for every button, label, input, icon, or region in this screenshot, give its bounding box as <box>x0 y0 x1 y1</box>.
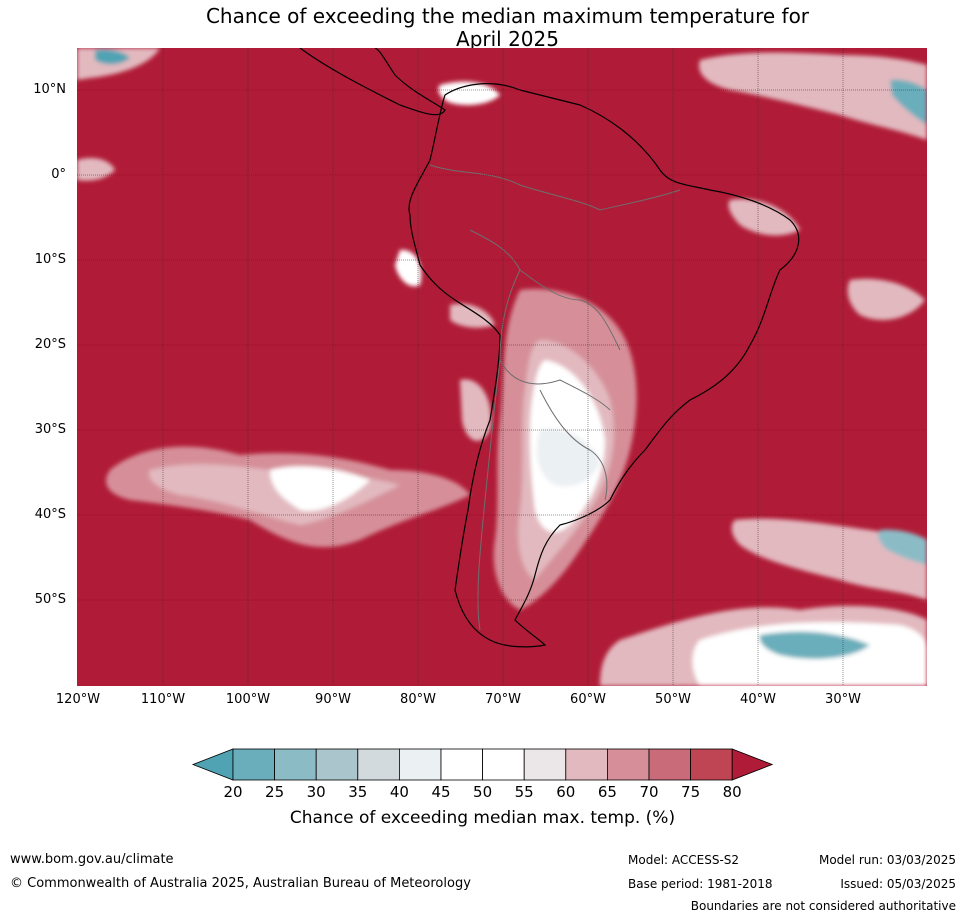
colorbar-bin <box>648 748 691 781</box>
colorbar-tick-label: 20 <box>223 783 243 801</box>
lon-label-60w: 60°W <box>570 692 606 707</box>
colorbar-tick-label: 70 <box>639 783 659 801</box>
central-america-coast <box>299 48 446 116</box>
lat-label-30s: 30°S <box>34 422 66 437</box>
lat-label-20s: 20°S <box>34 337 66 352</box>
colorbar-bin <box>565 748 608 781</box>
colorbar-bin <box>607 748 650 781</box>
footer-base-period: Base period: 1981-2018 <box>628 877 773 891</box>
lat-label-50s: 50°S <box>34 592 66 607</box>
probability-patches <box>77 48 927 686</box>
colorbar-bin <box>482 748 525 781</box>
lon-label-110w: 110°W <box>140 692 186 707</box>
patch-north-atlantic <box>699 52 927 140</box>
patch-east-atlantic <box>731 518 927 600</box>
lon-label-40w: 40°W <box>740 692 776 707</box>
footer-issued: Issued: 05/03/2025 <box>840 877 956 891</box>
footer-copyright: © Commonwealth of Australia 2025, Austra… <box>10 876 471 891</box>
coastlines <box>299 48 800 648</box>
colorbar-tick-label: 45 <box>431 783 451 801</box>
colorbar-tick-label: 35 <box>348 783 368 801</box>
lon-label-80w: 80°W <box>400 692 436 707</box>
footer-disclaimer: Boundaries are not considered authoritat… <box>690 899 956 913</box>
colorbar-bin <box>315 748 359 781</box>
lon-label-120w: 120°W <box>55 692 101 707</box>
colorbar-bin <box>357 748 400 781</box>
lon-label-70w: 70°W <box>485 692 521 707</box>
footer-model-run: Model run: 03/03/2025 <box>818 853 956 867</box>
footer-model: Model: ACCESS-S2 <box>628 853 740 867</box>
map-title-line2: April 2025 <box>456 27 559 51</box>
colorbar <box>191 748 774 781</box>
colorbar-tick-label: 80 <box>722 783 742 801</box>
colorbar-bin <box>232 748 275 781</box>
south-america-coast <box>408 83 800 648</box>
colorbar-bin <box>274 748 317 781</box>
country-borders <box>429 164 681 631</box>
lon-label-30w: 30°W <box>825 692 861 707</box>
colorbar-bin <box>523 748 567 781</box>
colorbar-tick-label: 40 <box>389 783 409 801</box>
colorbar-bin <box>690 748 733 781</box>
colorbar-extend-high <box>731 748 774 781</box>
colorbar-extend-low <box>191 748 234 781</box>
lon-label-50w: 50°W <box>655 692 691 707</box>
colorbar-tick-label: 25 <box>265 783 285 801</box>
colorbar-tick-label: 55 <box>514 783 534 801</box>
colorbar-tick-label: 30 <box>306 783 326 801</box>
colorbar-tick-label: 65 <box>597 783 617 801</box>
graticule <box>77 48 927 686</box>
lon-label-90w: 90°W <box>315 692 351 707</box>
map-title-line1: Chance of exceeding the median maximum t… <box>205 4 810 28</box>
colorbar-bin <box>440 748 483 781</box>
lon-label-100w: 100°W <box>225 692 271 707</box>
colorbar-tick-label: 50 <box>473 783 493 801</box>
colorbar-tick-label: 60 <box>556 783 576 801</box>
colorbar-tick-label: 75 <box>681 783 701 801</box>
lat-label-10n: 10°N <box>33 82 66 97</box>
lat-label-0: 0° <box>51 167 66 182</box>
footer-website: www.bom.gov.au/climate <box>10 852 174 867</box>
colorbar-label: Chance of exceeding median max. temp. (%… <box>289 808 676 828</box>
colorbar-bin <box>398 748 442 781</box>
lat-label-10s: 10°S <box>34 252 66 267</box>
lat-label-40s: 40°S <box>34 507 66 522</box>
